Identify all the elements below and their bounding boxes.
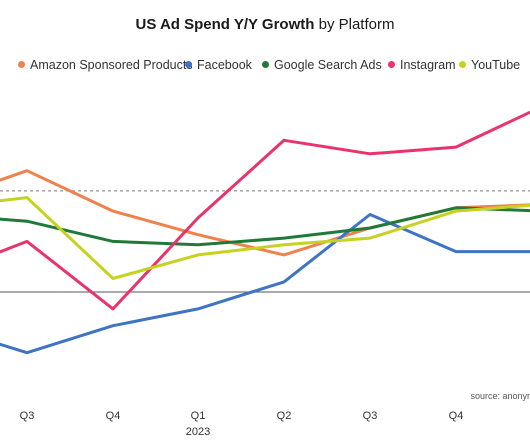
x-tick-label: Q3 <box>20 410 35 422</box>
chart-title-main: US Ad Spend Y/Y Growth <box>135 16 315 33</box>
x-tick-label: Q4 <box>449 410 464 422</box>
legend-item-google-search-ads: Google Search Ads <box>262 58 382 72</box>
series-line-google-search-ads <box>0 206 530 247</box>
legend-label: Amazon Sponsored Products <box>30 58 193 72</box>
legend-swatch <box>262 61 269 68</box>
legend-swatch <box>185 61 192 68</box>
legend-item-youtube: YouTube <box>459 58 520 72</box>
legend-item-instagram: Instagram <box>388 58 456 72</box>
chart-subtitle: by Platform <box>318 16 395 33</box>
series-line-instagram <box>0 110 530 311</box>
legend-label: Google Search Ads <box>274 58 382 72</box>
x-tick-label: Q3 <box>363 410 378 422</box>
x-tick-label: Q1 <box>191 410 206 422</box>
legend-swatch <box>459 61 466 68</box>
x-year-label: 2023 <box>186 426 210 438</box>
legend-label: YouTube <box>471 58 521 72</box>
source-note: source: anonyr <box>470 391 530 401</box>
series-line-facebook <box>0 213 530 355</box>
legend: Amazon Sponsored Products Facebook Google … <box>0 56 530 76</box>
chart-title: US Ad Spend Y/Y Growth by Platform <box>0 16 530 33</box>
series-line-youtube <box>0 196 530 280</box>
x-tick-label: Q4 <box>106 410 121 422</box>
legend-item-amazon-sponsored-products: Amazon Sponsored Products <box>18 58 193 72</box>
legend-label: Instagram <box>400 58 456 72</box>
legend-swatch <box>388 61 395 68</box>
legend-item-facebook: Facebook <box>185 58 252 72</box>
legend-swatch <box>18 61 25 68</box>
legend-label: Facebook <box>197 58 252 72</box>
x-tick-label: Q2 <box>277 410 292 422</box>
